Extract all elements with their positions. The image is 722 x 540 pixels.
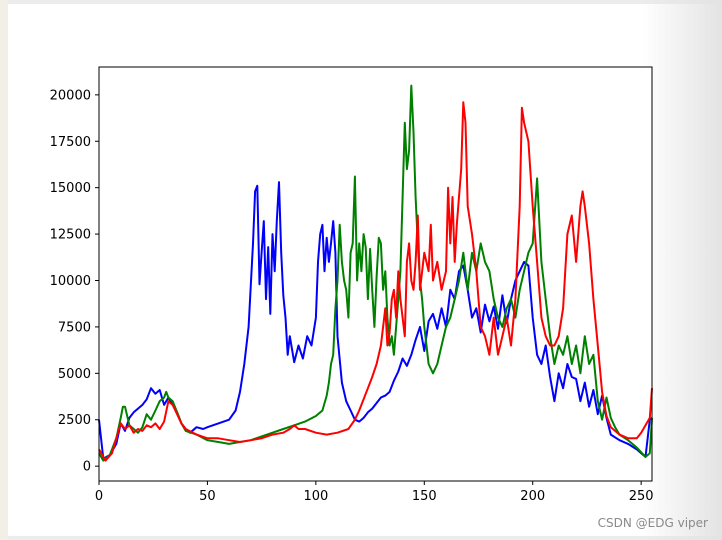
left-edge-strip xyxy=(0,0,8,540)
x-tick-label: 250 xyxy=(629,489,654,504)
series-line-0 xyxy=(98,181,653,460)
y-tick-label: 0 xyxy=(83,460,91,475)
y-tick-label: 12500 xyxy=(50,228,91,243)
y-tick-label: 17500 xyxy=(50,135,91,150)
plot-frame xyxy=(98,66,653,482)
x-tick-label: 150 xyxy=(412,489,437,504)
y-tick-label: 2500 xyxy=(58,413,91,428)
x-tick-label: 0 xyxy=(95,489,103,504)
y-tick-label: 7500 xyxy=(58,320,91,335)
plot-area xyxy=(99,67,652,481)
x-tick-label: 50 xyxy=(199,489,216,504)
y-tick-label: 5000 xyxy=(58,367,91,382)
series-line-2 xyxy=(98,101,653,462)
x-tick-label: 200 xyxy=(520,489,545,504)
series-layer xyxy=(98,84,653,462)
y-tick-label: 20000 xyxy=(50,88,91,103)
x-tick-label: 100 xyxy=(303,489,328,504)
tick-layer: 0 50 100 150 200 2500250050007500100001250015… xyxy=(50,88,654,504)
watermark-text: CSDN @EDG viper xyxy=(597,516,708,530)
right-edge-shadow xyxy=(642,0,722,540)
y-tick-label: 10000 xyxy=(50,274,91,289)
y-tick-label: 15000 xyxy=(50,181,91,196)
